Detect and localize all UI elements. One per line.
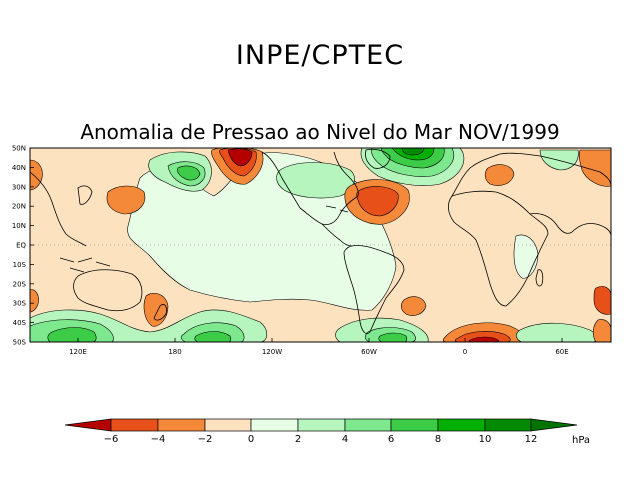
colorbar-tick-label: −2	[198, 434, 213, 445]
organization-title: INPE/CPTEC	[235, 40, 405, 71]
colorbar-unit: hPa	[572, 435, 590, 446]
lon-label: 60W	[361, 348, 377, 356]
map-title: Anomalia de Pressao ao Nivel do Mar NOV/…	[80, 120, 560, 144]
colorbar-tick-label: 6	[388, 434, 394, 445]
lat-label: 20N	[12, 203, 26, 211]
lat-label: EQ	[16, 242, 26, 250]
lat-label: 30S	[13, 300, 27, 308]
colorbar-tick-label: −6	[104, 434, 119, 445]
northeast-low	[578, 149, 611, 187]
south-atlantic-low	[400, 296, 427, 316]
asia-positive	[539, 149, 579, 171]
colorbar-tick-label: 2	[295, 434, 301, 445]
north-atlantic-high-10	[401, 148, 425, 156]
southwest-edge-low	[30, 289, 39, 313]
lat-label: 40S	[13, 319, 27, 327]
lon-label: 180	[168, 348, 181, 356]
lon-label: 0	[463, 348, 467, 356]
colorbar-max-arrow	[530, 418, 578, 432]
colorbar-min-arrow	[64, 418, 112, 432]
lat-label: 50N	[12, 145, 26, 153]
lon-label: 120W	[262, 348, 282, 356]
colorbar-tick-label: −4	[151, 434, 166, 445]
longitude-axis: 120E 180 120W 60W 0 60E	[69, 338, 569, 356]
lon-label: 60E	[555, 348, 568, 356]
colorbar-tick-label: 4	[342, 434, 348, 445]
colorbar-tick-label: 12	[525, 434, 538, 445]
southeast-corner-low	[592, 319, 611, 342]
map-field	[30, 148, 611, 342]
colorbar-tick-label: 8	[435, 434, 441, 445]
lon-label: 120E	[69, 348, 87, 356]
colorbar-bin	[204, 418, 252, 432]
coastlines	[30, 148, 611, 334]
lat-label: 20S	[13, 280, 27, 288]
alaska-low-6	[227, 148, 253, 167]
lat-label: 10N	[12, 222, 26, 230]
colorbar-bin	[390, 418, 439, 432]
southern-ocean-positive-6	[47, 327, 97, 342]
latitude-axis: 50N 40N 30N 20N 10N EQ 10S 20S 30S 40S 5…	[12, 145, 34, 347]
north-america-positive	[276, 162, 355, 199]
lat-label: 50S	[13, 339, 27, 347]
north-pacific-center-6	[177, 165, 201, 181]
colorbar-bin	[250, 418, 299, 432]
lat-label: 30N	[12, 183, 26, 191]
europe-low	[484, 164, 515, 186]
lat-label: 10S	[13, 261, 27, 269]
indian-ocean-low	[593, 286, 611, 315]
colorbar-bin	[157, 418, 206, 432]
lat-label: 40N	[12, 164, 26, 172]
south-america-sector-positive-6	[378, 332, 408, 342]
colorbar: −6 −4 −2 0 2 4 6 8 10 12 hPa	[64, 418, 590, 446]
colorbar-bin	[344, 418, 392, 432]
colorbar-tick-label: 0	[248, 434, 254, 445]
west-pacific-low	[106, 185, 146, 215]
colorbar-bin	[297, 418, 346, 432]
colorbar-tick-label: 10	[479, 434, 492, 445]
colorbar-bin	[437, 418, 486, 432]
colorbar-bin	[110, 418, 159, 432]
southern-pacific-positive-6	[194, 331, 232, 342]
colorbar-bin	[484, 418, 532, 432]
